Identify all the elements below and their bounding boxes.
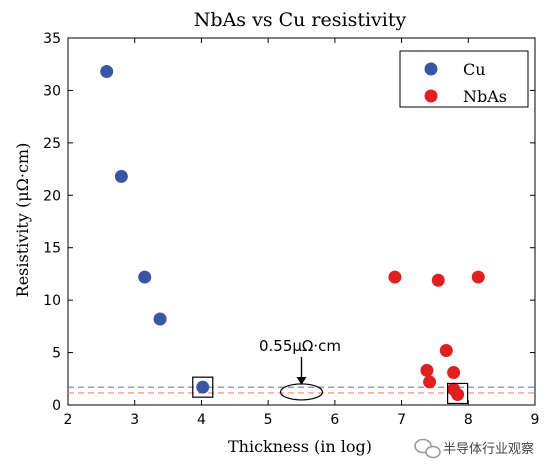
data-points <box>100 65 485 402</box>
data-point-cu <box>114 169 128 183</box>
y-tick-label: 35 <box>43 31 61 47</box>
arrow-head <box>296 376 307 385</box>
legend-label: Cu <box>463 60 486 79</box>
data-point-cu <box>138 270 152 284</box>
data-point-nbas <box>447 365 461 379</box>
data-point-nbas <box>423 375 437 389</box>
y-tick-label: 30 <box>43 83 61 99</box>
annotation-label: 0.55μΩ·cm <box>259 337 341 355</box>
legend: Cu NbAs <box>399 50 529 108</box>
x-tick-label: 5 <box>264 412 273 428</box>
x-tick-label: 4 <box>197 412 206 428</box>
y-tick-label: 15 <box>43 241 61 257</box>
highlight-boxes <box>192 376 469 405</box>
watermark: 半导体行业观察 <box>414 438 534 459</box>
data-point-nbas <box>420 363 434 377</box>
data-point-nbas <box>431 273 445 287</box>
chart-title: NbAs vs Cu resistivity <box>194 9 407 31</box>
data-point-nbas <box>439 343 453 357</box>
annotation-ellipse <box>279 383 324 401</box>
y-tick-label: 5 <box>52 346 61 362</box>
data-point-nbas <box>471 270 485 284</box>
data-point-nbas <box>451 388 465 402</box>
plot-frame <box>67 37 536 406</box>
watermark-text: 半导体行业观察 <box>443 442 534 457</box>
data-point-cu <box>196 380 210 394</box>
data-point-cu <box>153 312 167 326</box>
wechat-logo-icon <box>414 438 441 459</box>
y-axis-label: Resistivity (μΩ·cm) <box>13 143 32 298</box>
data-point-cu <box>100 65 114 79</box>
x-tick-label: 2 <box>64 412 73 428</box>
y-tick-label: 0 <box>52 398 61 414</box>
reference-lines <box>68 386 535 394</box>
data-point-nbas <box>388 270 402 284</box>
x-tick-label: 3 <box>130 412 139 428</box>
x-axis-label: Thickness (in log) <box>228 437 372 456</box>
x-tick-label: 9 <box>531 412 540 428</box>
legend-label: NbAs <box>463 87 507 106</box>
x-tick-label: 7 <box>397 412 406 428</box>
plot-area <box>67 37 536 406</box>
y-tick-label: 25 <box>43 136 61 152</box>
legend-marker-cu <box>424 62 438 76</box>
legend-marker-nbas <box>424 89 438 103</box>
legend-box <box>399 50 529 108</box>
annotation: 0.55μΩ·cm <box>259 337 341 401</box>
highlight-box <box>447 382 469 405</box>
y-axis-ticks: 0 5 10 15 20 25 30 35 <box>43 31 535 414</box>
y-tick-label: 20 <box>43 188 61 204</box>
highlight-box <box>192 376 214 398</box>
x-tick-label: 6 <box>330 412 339 428</box>
x-axis-ticks: 2 3 4 5 6 7 8 9 <box>64 38 540 428</box>
x-tick-label: 8 <box>464 412 473 428</box>
y-tick-label: 10 <box>43 293 61 309</box>
